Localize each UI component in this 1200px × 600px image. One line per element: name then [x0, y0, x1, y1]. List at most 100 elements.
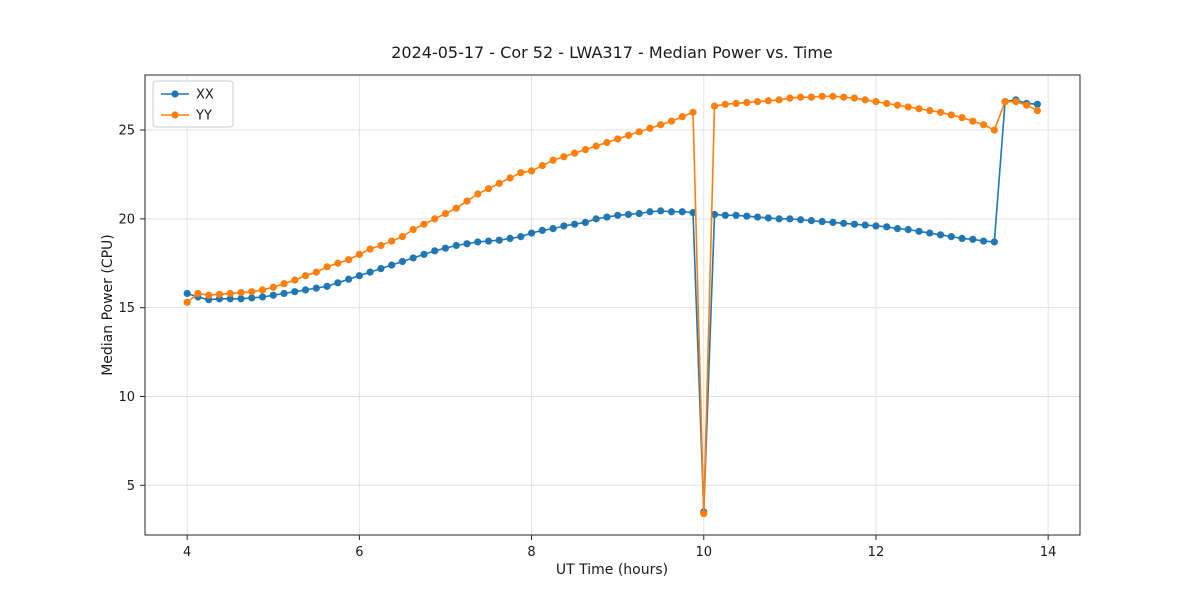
data-point — [388, 237, 396, 245]
data-point — [366, 268, 374, 276]
data-point — [1033, 106, 1041, 115]
legend-box — [152, 80, 234, 128]
data-point — [883, 99, 891, 108]
data-point — [958, 114, 966, 122]
data-point — [441, 209, 450, 218]
data-point — [345, 256, 353, 264]
data-point — [334, 259, 342, 267]
data-point — [936, 108, 945, 116]
data-point — [280, 289, 288, 298]
data-point — [614, 211, 622, 219]
y-tick-label: 5 — [127, 479, 135, 494]
x-axis-label: UT Time (hours) — [556, 562, 668, 578]
data-point — [484, 185, 493, 193]
data-point — [753, 98, 762, 106]
data-point — [409, 225, 417, 234]
data-point — [581, 145, 589, 154]
data-point — [829, 92, 837, 100]
data-point — [861, 96, 869, 104]
series-line — [186, 99, 1038, 513]
data-point — [657, 207, 665, 215]
y-axis-label: Median Power (CPU) — [100, 234, 116, 376]
series-layer — [183, 92, 1041, 518]
data-point — [614, 135, 622, 143]
data-point — [538, 161, 546, 170]
data-point — [807, 217, 815, 225]
data-point — [603, 138, 611, 147]
data-point — [194, 289, 202, 298]
data-point — [452, 241, 460, 250]
data-point — [258, 286, 267, 294]
data-point — [969, 235, 977, 243]
data-point — [721, 100, 729, 108]
series-line — [186, 95, 1038, 515]
y-tick-label: 15 — [118, 301, 135, 316]
data-point — [818, 217, 826, 226]
data-point — [764, 97, 772, 105]
data-point — [635, 209, 643, 218]
data-point — [818, 92, 826, 100]
y-tick-label: 25 — [118, 124, 135, 139]
data-point — [936, 231, 945, 239]
data-point — [797, 93, 805, 101]
data-point — [549, 225, 557, 233]
data-point — [667, 208, 676, 216]
data-point — [301, 272, 310, 280]
data-point — [398, 257, 407, 266]
y-tick-label: 10 — [118, 390, 135, 405]
data-point — [678, 208, 686, 216]
data-point — [248, 294, 256, 302]
data-point — [1012, 98, 1020, 106]
plot-border — [144, 74, 1081, 536]
chart-title: 2024-05-17 - Cor 52 - LWA317 - Median Po… — [391, 43, 833, 62]
data-point — [409, 254, 417, 262]
data-point — [484, 237, 493, 245]
data-point — [377, 264, 385, 273]
legend-marker — [171, 90, 179, 98]
data-point — [388, 261, 396, 269]
data-point — [506, 234, 514, 242]
data-point — [215, 290, 224, 298]
data-point — [807, 93, 815, 101]
x-tick-label: 8 — [527, 545, 535, 560]
data-point — [840, 219, 848, 227]
data-point — [495, 179, 503, 187]
data-point — [840, 93, 848, 101]
data-point — [560, 153, 568, 161]
x-tick-label: 4 — [183, 545, 191, 560]
data-point — [646, 208, 654, 216]
data-point — [990, 126, 998, 134]
data-point — [990, 238, 998, 246]
data-point — [861, 221, 869, 229]
data-point — [732, 211, 740, 219]
data-point — [205, 291, 213, 299]
data-point — [689, 209, 697, 217]
data-point — [517, 169, 525, 177]
data-point — [947, 111, 955, 119]
data-point — [269, 283, 277, 291]
data-point — [635, 128, 643, 136]
data-point — [667, 117, 676, 125]
x-tick-label: 6 — [355, 545, 363, 560]
data-point — [646, 124, 654, 132]
data-point — [926, 106, 934, 115]
data-point — [764, 214, 772, 222]
data-point — [366, 245, 374, 253]
data-point — [355, 272, 363, 280]
data-point — [1033, 100, 1041, 108]
grid-layer — [145, 75, 1080, 535]
series-xx — [183, 96, 1041, 516]
data-point — [700, 510, 708, 518]
data-point — [743, 98, 751, 107]
x-tick-label: 14 — [1040, 545, 1057, 560]
data-point — [915, 105, 923, 113]
data-point — [345, 275, 353, 283]
data-point — [786, 94, 794, 102]
data-point — [915, 227, 923, 235]
legend-label: YY — [195, 109, 212, 124]
data-point — [624, 131, 633, 139]
data-point — [710, 210, 719, 219]
data-point — [431, 247, 439, 255]
